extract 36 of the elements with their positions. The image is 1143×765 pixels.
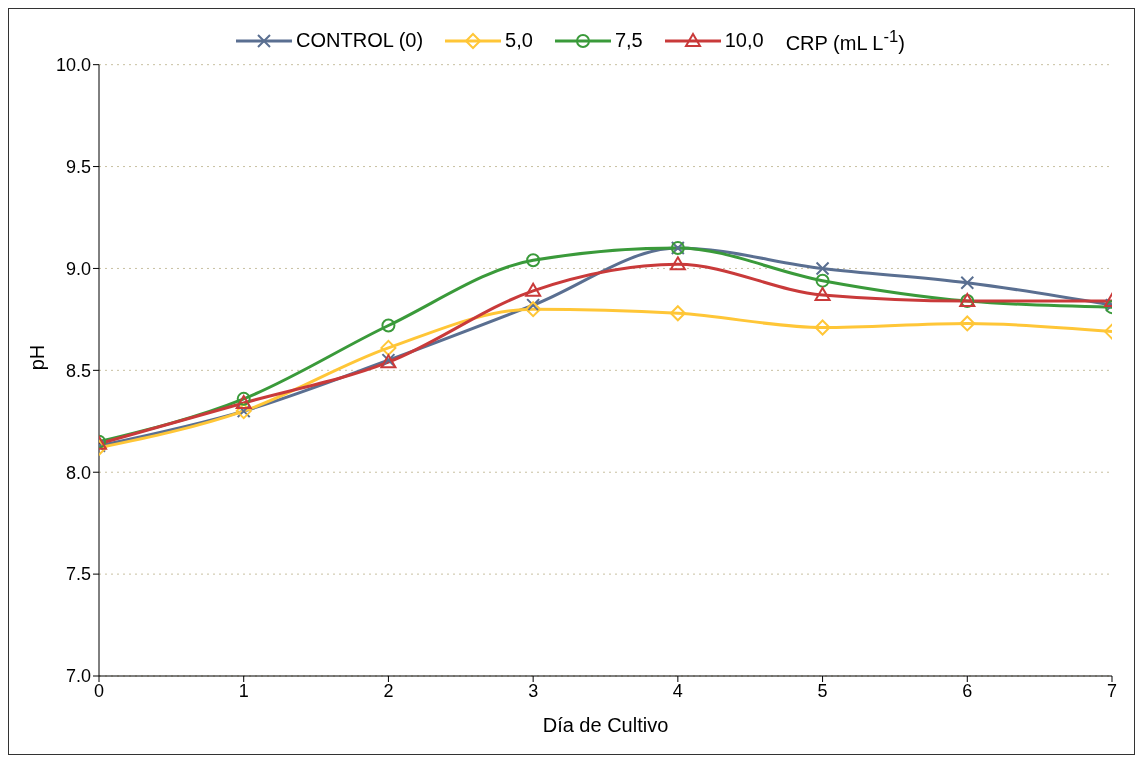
y-axis-title: pH (26, 344, 49, 371)
point (526, 298, 541, 313)
x-tick-label: 1 (238, 680, 249, 701)
point (525, 282, 542, 297)
y-tick-label: 10.0 (55, 55, 91, 76)
x-tick-label: 7 (1106, 680, 1118, 701)
point (814, 319, 831, 336)
x-tick-label: 3 (528, 680, 539, 701)
x-axis-title: Día de Cultivo (542, 714, 669, 736)
y-tick-label: 7.0 (65, 666, 91, 687)
point (815, 261, 830, 276)
point (960, 275, 975, 290)
point (669, 256, 686, 271)
x-tick-label: 5 (817, 680, 828, 701)
y-tick-label: 7.5 (65, 564, 91, 585)
y-tick-label: 8.5 (65, 360, 91, 381)
y-tick-label: 9.5 (65, 156, 91, 177)
y-tick-label: 8.0 (65, 462, 91, 483)
point (525, 301, 542, 318)
point (380, 339, 397, 356)
x-tick-label: 0 (93, 680, 105, 701)
point (669, 305, 686, 322)
x-tick-label: 2 (383, 680, 394, 701)
x-tick-label: 6 (962, 680, 973, 701)
point (526, 253, 541, 268)
point (815, 273, 830, 288)
point (814, 286, 831, 301)
point (381, 318, 396, 333)
legend-label: 10,0 (724, 29, 764, 53)
legend-label: 5,0 (505, 29, 533, 53)
legend-label: 7,5 (614, 29, 643, 53)
y-tick-label: 9.0 (65, 258, 91, 279)
point (959, 315, 976, 332)
legend-label: CONTROL (0) (296, 29, 424, 53)
legend-title: CRP (mL L$^{-1}$) (785, 27, 905, 55)
x-tick-label: 4 (672, 680, 683, 701)
